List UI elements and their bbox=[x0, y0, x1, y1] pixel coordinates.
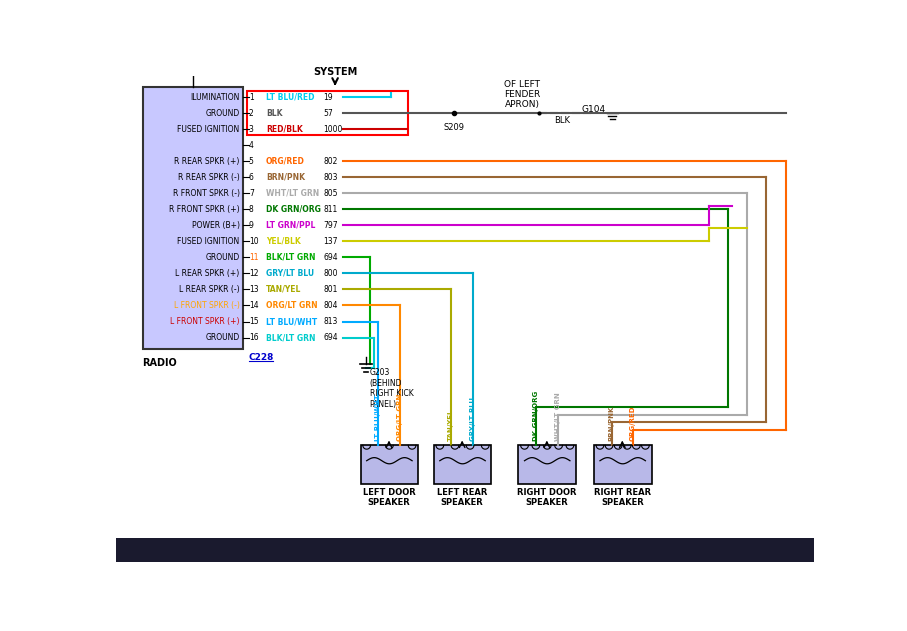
Text: GROUND: GROUND bbox=[205, 333, 239, 342]
Text: RED/BLK: RED/BLK bbox=[266, 125, 303, 134]
Text: GRY/LT BLU: GRY/LT BLU bbox=[266, 269, 314, 278]
Text: 3: 3 bbox=[249, 125, 254, 134]
Text: GRY/LT BLU: GRY/LT BLU bbox=[470, 398, 476, 442]
Text: DK GRN/ORG: DK GRN/ORG bbox=[533, 391, 539, 442]
Text: 137: 137 bbox=[324, 237, 338, 246]
Text: 804: 804 bbox=[324, 301, 338, 310]
Text: G104: G104 bbox=[581, 105, 606, 114]
Text: 811: 811 bbox=[324, 205, 337, 214]
Text: 694: 694 bbox=[324, 333, 338, 342]
Text: FUSED IGNITION: FUSED IGNITION bbox=[178, 125, 239, 134]
Text: S209: S209 bbox=[444, 122, 465, 131]
Text: 12: 12 bbox=[249, 269, 258, 278]
Text: LT BLU/RED: LT BLU/RED bbox=[266, 93, 315, 102]
Text: L FRONT SPKR (-): L FRONT SPKR (-) bbox=[174, 301, 239, 310]
Text: R FRONT SPKR (-): R FRONT SPKR (-) bbox=[172, 189, 239, 198]
Text: 9: 9 bbox=[249, 221, 254, 230]
Text: 4: 4 bbox=[249, 141, 254, 150]
Text: R REAR SPKR (-): R REAR SPKR (-) bbox=[178, 173, 239, 182]
Text: 797: 797 bbox=[324, 221, 338, 230]
Text: OF LEFT
FENDER
APRON): OF LEFT FENDER APRON) bbox=[504, 80, 541, 109]
Text: POWER (B+): POWER (B+) bbox=[191, 221, 239, 230]
Text: BLK: BLK bbox=[266, 109, 282, 118]
Text: 57: 57 bbox=[324, 109, 333, 118]
Text: ORG/LT GRN: ORG/LT GRN bbox=[266, 301, 317, 310]
Text: LT GRN/PPL: LT GRN/PPL bbox=[266, 221, 315, 230]
Text: ORG/LT GRN: ORG/LT GRN bbox=[396, 394, 403, 442]
Text: RADIO: RADIO bbox=[142, 358, 178, 369]
Bar bbox=[116, 538, 814, 562]
Text: L REAR SPKR (+): L REAR SPKR (+) bbox=[175, 269, 239, 278]
Text: L REAR SPKR (-): L REAR SPKR (-) bbox=[179, 285, 239, 294]
Bar bbox=[142, 87, 243, 349]
Text: 800: 800 bbox=[324, 269, 338, 278]
Text: ORG/RED: ORG/RED bbox=[266, 157, 305, 166]
Text: 10: 10 bbox=[249, 237, 258, 246]
Text: LEFT REAR
SPEAKER: LEFT REAR SPEAKER bbox=[437, 488, 487, 507]
Text: 6: 6 bbox=[249, 173, 254, 182]
Text: ORG/RED: ORG/RED bbox=[630, 406, 636, 442]
Text: WHT/LT GRN: WHT/LT GRN bbox=[266, 189, 319, 198]
Text: BLK/LT GRN: BLK/LT GRN bbox=[266, 253, 316, 262]
Text: WHT/LT GRN: WHT/LT GRN bbox=[554, 392, 561, 442]
Bar bbox=[434, 445, 492, 484]
Text: 1: 1 bbox=[249, 93, 254, 102]
Text: 2: 2 bbox=[249, 109, 254, 118]
Text: LT BLU/WHT: LT BLU/WHT bbox=[266, 317, 317, 326]
Text: LEFT DOOR
SPEAKER: LEFT DOOR SPEAKER bbox=[363, 488, 415, 507]
Text: BRN/PNK: BRN/PNK bbox=[609, 406, 615, 442]
Text: 802: 802 bbox=[324, 157, 338, 166]
Text: BLK: BLK bbox=[554, 115, 571, 125]
Bar bbox=[247, 91, 408, 136]
Text: 19: 19 bbox=[324, 93, 333, 102]
Text: TAN/YEL: TAN/YEL bbox=[266, 285, 301, 294]
Text: GROUND: GROUND bbox=[205, 109, 239, 118]
Text: YEL/BLK: YEL/BLK bbox=[266, 237, 300, 246]
Text: 5: 5 bbox=[249, 157, 254, 166]
Text: DK GRN/ORG: DK GRN/ORG bbox=[266, 205, 321, 214]
Text: 805: 805 bbox=[324, 189, 338, 198]
Text: TAN/YEL: TAN/YEL bbox=[448, 409, 454, 442]
Text: 813: 813 bbox=[324, 317, 338, 326]
Text: 694: 694 bbox=[324, 253, 338, 262]
Bar bbox=[594, 445, 651, 484]
Text: LT BLU/WHT: LT BLU/WHT bbox=[375, 395, 381, 442]
Bar bbox=[519, 445, 576, 484]
Text: RIGHT REAR
SPEAKER: RIGHT REAR SPEAKER bbox=[594, 488, 651, 507]
Text: BLK/LT GRN: BLK/LT GRN bbox=[266, 333, 316, 342]
Text: 803: 803 bbox=[324, 173, 338, 182]
Text: R REAR SPKR (+): R REAR SPKR (+) bbox=[174, 157, 239, 166]
Text: 11: 11 bbox=[249, 253, 258, 262]
Bar bbox=[360, 445, 418, 484]
Text: BRN/PNK: BRN/PNK bbox=[266, 173, 305, 182]
Text: 801: 801 bbox=[324, 285, 338, 294]
Text: GROUND: GROUND bbox=[205, 253, 239, 262]
Text: FUSED IGNITION: FUSED IGNITION bbox=[178, 237, 239, 246]
Text: RIGHT DOOR
SPEAKER: RIGHT DOOR SPEAKER bbox=[517, 488, 577, 507]
Text: 13: 13 bbox=[249, 285, 258, 294]
Text: SYSTEM: SYSTEM bbox=[313, 68, 357, 77]
Text: G203
(BEHIND
RIGHT KICK
PANEL): G203 (BEHIND RIGHT KICK PANEL) bbox=[370, 369, 414, 408]
Text: R FRONT SPKR (+): R FRONT SPKR (+) bbox=[169, 205, 239, 214]
Text: ILUMINATION: ILUMINATION bbox=[190, 93, 239, 102]
Text: L FRONT SPKR (+): L FRONT SPKR (+) bbox=[171, 317, 239, 326]
Text: 15: 15 bbox=[249, 317, 258, 326]
Text: C228: C228 bbox=[249, 353, 274, 362]
Text: 14: 14 bbox=[249, 301, 258, 310]
Text: 7: 7 bbox=[249, 189, 254, 198]
Text: 8: 8 bbox=[249, 205, 254, 214]
Text: 1000: 1000 bbox=[324, 125, 343, 134]
Text: 16: 16 bbox=[249, 333, 258, 342]
